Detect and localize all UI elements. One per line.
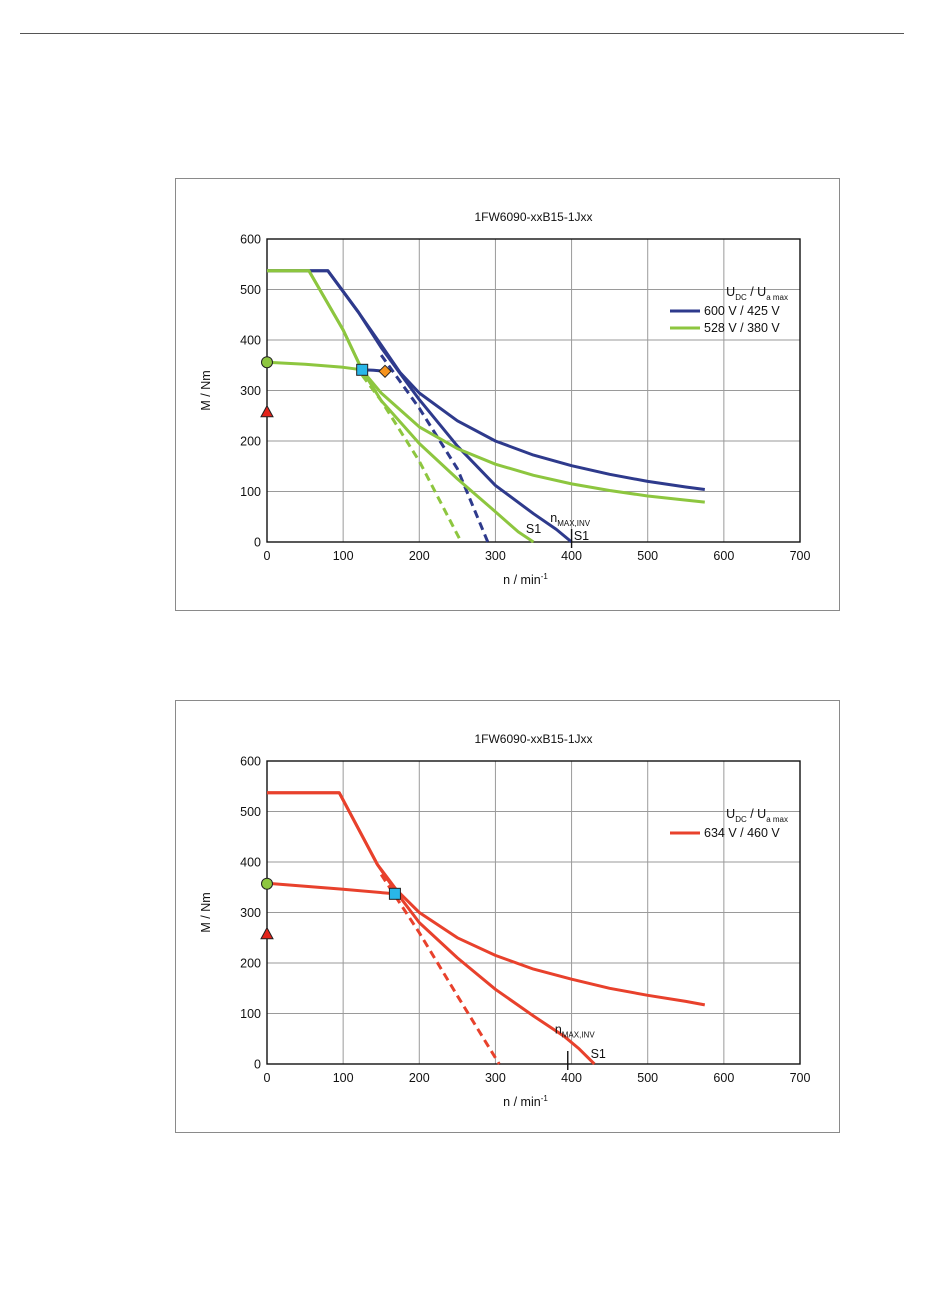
series-line bbox=[267, 269, 705, 504]
x-tick-label: 700 bbox=[790, 1071, 811, 1085]
y-axis-label: M / Nm bbox=[199, 892, 213, 932]
x-tick-label: 400 bbox=[561, 1071, 582, 1085]
y-tick-label: 600 bbox=[240, 233, 261, 247]
torque-speed-chart-1: 1FW6090-xxB15-1Jxx 0 100 200 300 400 500 600 700… bbox=[175, 178, 840, 611]
annotation-subscript: MAX,INV bbox=[557, 519, 591, 528]
x-axis-label: n / min-1 bbox=[503, 572, 548, 587]
x-tick-label: 500 bbox=[637, 1071, 658, 1085]
x-tick-label: 200 bbox=[409, 549, 430, 563]
x-tick-label: 0 bbox=[264, 549, 271, 563]
annotation-subscript: MAX,INV bbox=[562, 1031, 596, 1040]
series-line bbox=[379, 354, 490, 543]
y-tick-label: 0 bbox=[254, 536, 261, 550]
series-line bbox=[361, 374, 463, 543]
annotation-label: S1 bbox=[591, 1047, 606, 1061]
legend-header-part: / bbox=[747, 285, 757, 299]
series-line bbox=[267, 881, 396, 896]
x-axis-label-sup: -1 bbox=[541, 572, 549, 581]
y-tick-label: 400 bbox=[240, 856, 261, 870]
legend-header-part: U bbox=[726, 285, 735, 299]
y-tick-label: 600 bbox=[240, 755, 261, 769]
y-axis-label: M / Nm bbox=[199, 370, 213, 410]
series-line bbox=[267, 791, 596, 1065]
x-axis-label-sup: -1 bbox=[541, 1094, 549, 1103]
y-tick-label: 200 bbox=[240, 435, 261, 449]
y-tick-label: 500 bbox=[240, 283, 261, 297]
annotation-label: S1 bbox=[526, 522, 541, 536]
x-tick-label: 200 bbox=[409, 1071, 430, 1085]
chart-1-svg: 1FW6090-xxB15-1Jxx 0 100 200 300 400 500 600 700… bbox=[199, 210, 811, 587]
annotation-label: nMAX,INV bbox=[555, 1023, 596, 1040]
legend-header-part: DC bbox=[735, 815, 747, 824]
x-tick-label: 600 bbox=[713, 549, 734, 563]
marker-square bbox=[356, 363, 369, 376]
series-line bbox=[267, 791, 706, 1007]
x-tick-label: 100 bbox=[333, 549, 354, 563]
series-line bbox=[267, 269, 573, 543]
x-tick-label: 100 bbox=[333, 1071, 354, 1085]
series-line bbox=[267, 269, 535, 543]
annotation-label: S1 bbox=[574, 529, 589, 543]
x-axis-label: n / min-1 bbox=[503, 1094, 548, 1109]
x-tick-label: 300 bbox=[485, 1071, 506, 1085]
legend-header-part: / bbox=[747, 807, 757, 821]
x-tick-label: 400 bbox=[561, 549, 582, 563]
top-rule bbox=[20, 33, 904, 34]
legend-header-part: a max bbox=[766, 815, 788, 824]
legend-label: 634 V / 460 V bbox=[704, 826, 780, 840]
y-tick-label: 300 bbox=[240, 384, 261, 398]
x-tick-label: 0 bbox=[264, 1071, 271, 1085]
legend-label: 600 V / 425 V bbox=[704, 304, 780, 318]
y-tick-label: 100 bbox=[240, 485, 261, 499]
x-tick-label: 300 bbox=[485, 549, 506, 563]
series-line bbox=[379, 873, 501, 1065]
y-tick-label: 200 bbox=[240, 957, 261, 971]
legend-header: UDC / Ua max bbox=[726, 285, 788, 302]
chart-2-svg: 1FW6090-xxB15-1Jxx 0 100 200 300 400 500 600 700… bbox=[199, 732, 811, 1109]
x-tick-label: 700 bbox=[790, 549, 811, 563]
x-tick-label: 500 bbox=[637, 549, 658, 563]
y-tick-label: 500 bbox=[240, 805, 261, 819]
chart-title: 1FW6090-xxB15-1Jxx bbox=[474, 210, 592, 224]
y-tick-label: 100 bbox=[240, 1007, 261, 1021]
series-line bbox=[267, 360, 363, 372]
marker-diamond bbox=[378, 364, 392, 379]
marker-triangle bbox=[260, 926, 274, 940]
legend-header-part: U bbox=[757, 807, 766, 821]
marker-square bbox=[388, 887, 401, 900]
y-tick-label: 300 bbox=[240, 906, 261, 920]
y-tick-label: 0 bbox=[254, 1058, 261, 1072]
torque-speed-chart-2: 1FW6090-xxB15-1Jxx 0 100 200 300 400 500 600 700… bbox=[175, 700, 840, 1133]
series-group bbox=[267, 791, 706, 1065]
chart-title: 1FW6090-xxB15-1Jxx bbox=[474, 732, 592, 746]
legend-header-part: DC bbox=[735, 293, 747, 302]
marker-triangle bbox=[260, 404, 274, 418]
legend-label: 528 V / 380 V bbox=[704, 321, 780, 335]
plot-frame bbox=[266, 760, 801, 1065]
marker-circle bbox=[261, 877, 273, 890]
series-group bbox=[267, 269, 705, 543]
legend-header-part: U bbox=[757, 285, 766, 299]
x-tick-label: 600 bbox=[713, 1071, 734, 1085]
y-tick-label: 400 bbox=[240, 334, 261, 348]
series-line bbox=[267, 269, 705, 491]
marker-circle bbox=[261, 356, 273, 369]
legend-header-part: a max bbox=[766, 293, 788, 302]
annotation-label: nMAX,INV bbox=[550, 511, 591, 528]
legend-header: UDC / Ua max bbox=[726, 807, 788, 824]
legend-header-part: U bbox=[726, 807, 735, 821]
